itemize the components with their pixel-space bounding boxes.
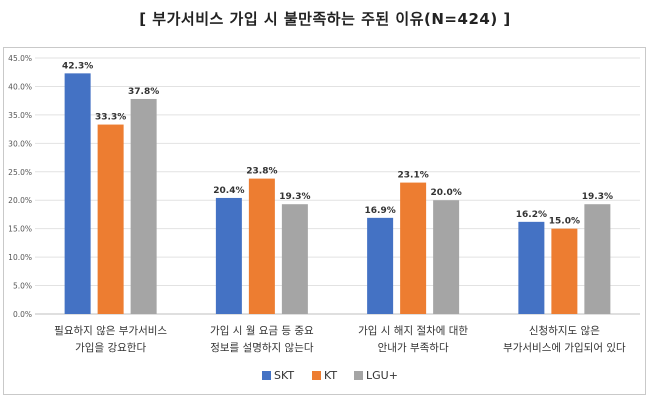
y-tick-label: 15.0% xyxy=(8,225,32,234)
data-label: 19.3% xyxy=(279,192,310,202)
bar-skt xyxy=(367,217,394,314)
legend-swatch xyxy=(354,371,363,380)
bar-lguplus xyxy=(130,98,157,315)
data-label: 37.8% xyxy=(128,87,159,97)
x-category-label: 가입을 강요한다 xyxy=(75,341,146,354)
chart-frame xyxy=(3,47,646,395)
y-tick-label: 5.0% xyxy=(13,282,32,291)
bar-lguplus xyxy=(281,204,308,314)
y-tick-label: 0.0% xyxy=(13,310,32,319)
y-tick-label: 20.0% xyxy=(8,196,32,205)
y-tick-label: 30.0% xyxy=(8,139,32,148)
x-category-label: 가입 시 월 요금 등 중요 xyxy=(210,324,314,337)
bar-kt xyxy=(97,124,124,314)
legend-label: KT xyxy=(324,369,337,382)
x-category-label: 필요하지 않은 부가서비스 xyxy=(54,324,167,337)
y-tick-label: 10.0% xyxy=(8,253,32,262)
legend-label: SKT xyxy=(274,369,294,382)
data-label: 19.3% xyxy=(582,192,613,202)
data-label: 23.8% xyxy=(246,167,277,177)
y-tick-label: 40.0% xyxy=(8,82,32,91)
bar-kt xyxy=(400,182,427,314)
x-category-label: 가입 시 해지 절차에 대한 xyxy=(358,324,468,337)
bar-kt xyxy=(551,228,578,314)
y-tick-label: 25.0% xyxy=(8,168,32,177)
y-tick-label: 35.0% xyxy=(8,111,32,120)
bar-skt xyxy=(518,221,545,314)
data-label: 42.3% xyxy=(62,61,93,71)
x-category-label: 신청하지도 않은 xyxy=(529,324,600,337)
legend-swatch xyxy=(262,371,271,380)
x-category-label: 부가서비스에 가입되어 있다 xyxy=(503,341,626,354)
bar-lguplus xyxy=(584,204,611,314)
data-label: 20.4% xyxy=(213,186,244,196)
chart-title: [ 부가서비스 가입 시 불만족하는 주된 이유(N=424) ] xyxy=(139,10,511,28)
y-tick-label: 45.0% xyxy=(8,54,32,63)
bar-lguplus xyxy=(433,200,460,314)
bar-kt xyxy=(248,178,275,314)
legend-label: LGU+ xyxy=(366,369,398,382)
bar-skt xyxy=(64,73,91,314)
data-label: 15.0% xyxy=(549,217,580,227)
bar-skt xyxy=(215,197,242,314)
data-label: 16.9% xyxy=(365,206,396,216)
data-label: 23.1% xyxy=(398,171,429,181)
x-category-label: 정보를 설명하지 않는다 xyxy=(210,341,314,354)
x-category-label: 안내가 부족하다 xyxy=(378,341,449,354)
data-label: 33.3% xyxy=(95,113,126,123)
data-label: 16.2% xyxy=(516,210,547,220)
data-label: 20.0% xyxy=(431,188,462,198)
legend-swatch xyxy=(312,371,321,380)
